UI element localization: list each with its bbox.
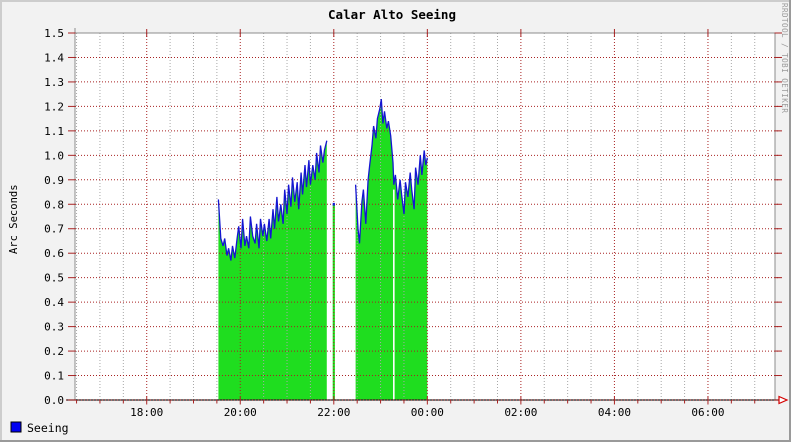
y-tick-label: 1.0	[44, 149, 64, 162]
area-fill	[218, 140, 327, 400]
y-tick-label: 0.3	[44, 321, 64, 334]
x-tick-label: 06:00	[691, 406, 724, 419]
x-tick-label: 18:00	[130, 406, 163, 419]
y-tick-label: 1.1	[44, 125, 64, 138]
x-tick-label: 02:00	[504, 406, 537, 419]
y-tick-label: 0.1	[44, 370, 64, 383]
legend-swatch	[10, 421, 22, 433]
x-axis-arrow	[778, 395, 789, 405]
x-tick-label: 20:00	[224, 406, 257, 419]
x-tick-label: 04:00	[598, 406, 631, 419]
axis-layer	[66, 28, 789, 405]
area-fill	[355, 99, 428, 400]
y-tick-label: 1.5	[44, 27, 64, 40]
y-tick-label: 1.2	[44, 100, 64, 113]
line-cap	[332, 202, 335, 206]
chart-title: Calar Alto Seeing	[328, 7, 456, 22]
seeing-line	[354, 99, 428, 244]
y-tick-label: 0.6	[44, 247, 64, 260]
y-tick-label: 0.2	[44, 345, 64, 358]
y-tick-label: 1.3	[44, 76, 64, 89]
y-tick-label: 0.4	[44, 296, 64, 309]
y-axis-title: Arc Seconds	[8, 184, 20, 254]
y-tick-label: 0.7	[44, 223, 64, 236]
border-top	[0, 0, 791, 2]
x-tick-label: 00:00	[411, 406, 444, 419]
series-line-layer	[217, 99, 428, 261]
y-tick-label: 0.9	[44, 174, 64, 187]
y-tick-label: 0.8	[44, 198, 64, 211]
border-left	[0, 0, 2, 442]
y-tick-label: 1.4	[44, 51, 64, 64]
border-right	[789, 0, 791, 442]
legend-label: Seeing	[27, 421, 69, 435]
y-tick-label: 0.0	[44, 394, 64, 407]
axis-tick-labels: 0.0 0.1 0.2 0.3 0.4 0.5 0.6 0.7 0.8 0.9 1.0 1.1 1.2 1…	[44, 27, 724, 419]
y-tick-label: 0.5	[44, 272, 64, 285]
border-bottom	[0, 440, 791, 442]
x-tick-label: 22:00	[317, 406, 350, 419]
seeing-line	[217, 140, 328, 261]
watermark: RRDTOOL / TOBI OETIKER	[780, 3, 789, 113]
legend: Seeing	[10, 421, 69, 435]
area-fill-gap	[393, 189, 395, 400]
